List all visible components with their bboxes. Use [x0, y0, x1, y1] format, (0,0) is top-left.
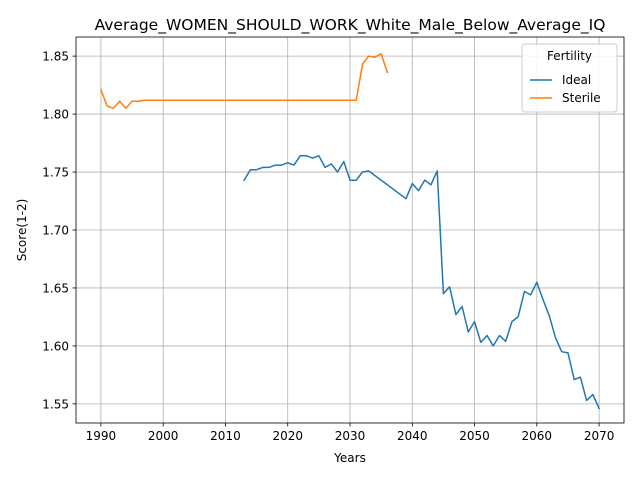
x-tick-label: 2060 — [522, 429, 553, 443]
legend-label-sterile: Sterile — [562, 91, 601, 105]
y-tick-label: 1.75 — [42, 166, 69, 180]
x-axis-label: Years — [333, 451, 366, 465]
series-line-sterile — [99, 53, 389, 110]
x-tick-label: 2040 — [397, 429, 428, 443]
y-tick-label: 1.65 — [42, 281, 69, 295]
y-tick-label: 1.70 — [42, 224, 69, 238]
y-tick-label: 1.60 — [42, 339, 69, 353]
x-tick-label: 2020 — [272, 429, 303, 443]
x-tick-label: 2010 — [210, 429, 241, 443]
legend-label-ideal: Ideal — [562, 73, 591, 87]
series-lines — [99, 53, 601, 410]
y-tick-label: 1.55 — [42, 397, 69, 411]
y-axis-label: Score(1-2) — [15, 199, 29, 262]
legend-box — [521, 43, 618, 113]
y-tick-label: 1.80 — [42, 108, 69, 122]
x-tick-label: 2050 — [459, 429, 490, 443]
x-tick-label: 2000 — [148, 429, 179, 443]
axis-ticks: 1990 2000 2010 2020 2030 2040 2050 2060 2070 1.55… — [42, 50, 614, 443]
chart-title: Average_WOMEN_SHOULD_WORK_White_Male_Bel… — [95, 16, 606, 35]
y-tick-label: 1.85 — [42, 50, 69, 64]
x-tick-label: 1990 — [86, 429, 117, 443]
legend-title: Fertility — [547, 49, 592, 63]
x-tick-label: 2030 — [335, 429, 366, 443]
series-line-ideal — [243, 155, 601, 410]
x-tick-label: 2070 — [584, 429, 615, 443]
legend: Fertility Ideal Sterile — [521, 43, 618, 113]
